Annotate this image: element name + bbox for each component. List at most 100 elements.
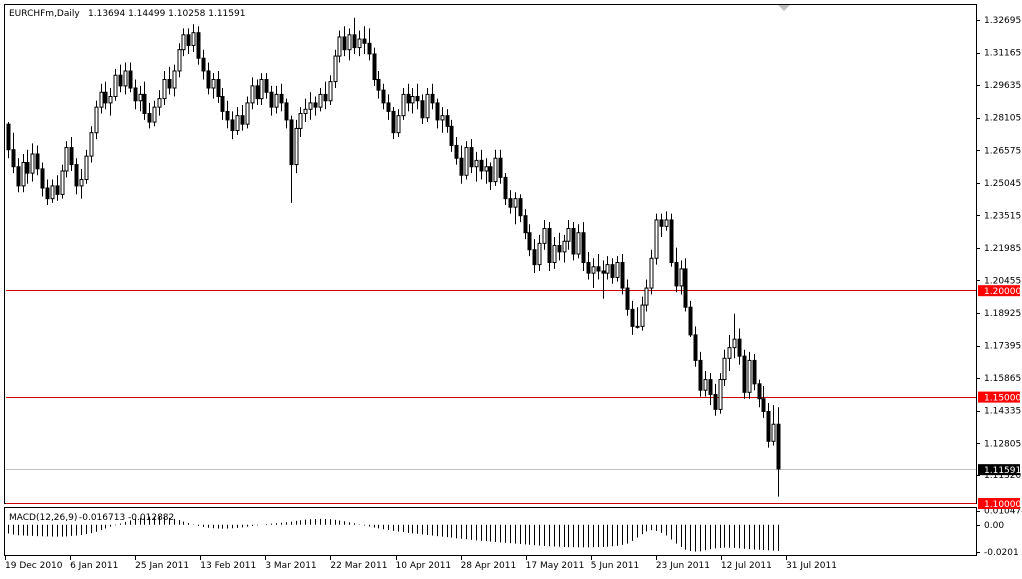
candle xyxy=(206,62,211,95)
candle-body-down xyxy=(547,227,552,264)
candle-body-down xyxy=(532,249,537,266)
candle-body-up xyxy=(308,102,313,110)
candle xyxy=(142,81,147,120)
candle-body-down xyxy=(698,359,703,391)
candle xyxy=(679,260,684,295)
time-tick-label: 28 Apr 2011 xyxy=(461,561,517,571)
macd-tick-label: -0.0201 xyxy=(984,548,1019,558)
candle-body-up xyxy=(84,155,89,181)
candle-body-down xyxy=(142,93,147,115)
candle-body-up xyxy=(259,78,264,100)
candle xyxy=(722,349,727,386)
candle-body-down xyxy=(737,338,742,357)
candle xyxy=(542,219,547,250)
candle xyxy=(94,100,99,140)
candle-body-up xyxy=(396,115,401,134)
candle-body-up xyxy=(79,179,84,187)
candle-body-down xyxy=(220,96,225,112)
candle-body-down xyxy=(596,266,601,272)
candle-body-down xyxy=(323,93,328,102)
chart-symbol: EURCHFm,Daily xyxy=(9,9,80,19)
candle-body-up xyxy=(64,147,69,172)
candle-body-up xyxy=(162,78,167,100)
candle xyxy=(503,173,508,206)
candle xyxy=(191,24,196,52)
candle xyxy=(508,190,513,214)
candle xyxy=(547,222,552,272)
candle xyxy=(108,88,113,116)
candle-body-up xyxy=(191,32,196,46)
candle-body-down xyxy=(11,149,16,168)
candle-body-down xyxy=(449,125,454,146)
time-tick-label: 23 Jun 2011 xyxy=(656,561,710,571)
price-tick-label: 1.32695 xyxy=(984,16,1021,26)
candle xyxy=(103,81,108,110)
candle-body-down xyxy=(415,96,420,102)
candle xyxy=(454,136,459,165)
candle xyxy=(133,79,138,110)
candle xyxy=(245,96,250,129)
macd-layer xyxy=(8,516,779,552)
candle xyxy=(259,73,264,106)
candle xyxy=(298,107,303,137)
price-tick-label: 1.26575 xyxy=(984,146,1021,156)
candle-body-up xyxy=(138,93,143,102)
candle xyxy=(513,192,518,225)
candle xyxy=(16,158,21,193)
candle xyxy=(445,109,450,133)
candle-body-up xyxy=(357,38,362,49)
candle-body-up xyxy=(318,93,323,108)
candle xyxy=(484,158,489,184)
candle xyxy=(464,141,469,180)
candle-body-up xyxy=(21,161,26,187)
candle xyxy=(181,28,186,57)
candle xyxy=(635,307,640,329)
time-tick-label: 3 Mar 2011 xyxy=(265,561,316,571)
candle xyxy=(601,260,606,299)
candle xyxy=(391,107,396,140)
candle-body-up xyxy=(537,242,542,266)
candle xyxy=(586,251,591,280)
candle xyxy=(571,222,576,261)
candle xyxy=(74,158,79,195)
candle xyxy=(55,175,60,201)
price-tick-label: 1.29635 xyxy=(984,81,1021,91)
candle-body-up xyxy=(562,240,567,253)
price-tag-label: 1.10000 xyxy=(984,500,1021,510)
candle xyxy=(347,28,352,61)
candle xyxy=(255,79,260,106)
time-tick-label: 6 Jan 2011 xyxy=(70,561,118,571)
candle xyxy=(201,49,206,80)
candle-body-down xyxy=(752,359,757,385)
candle-body-up xyxy=(113,74,118,98)
candle xyxy=(630,300,635,335)
price-tag: 1.11591 xyxy=(978,464,1021,476)
candle xyxy=(45,179,50,206)
candle-body-up xyxy=(542,227,547,244)
candle xyxy=(147,102,152,129)
candle xyxy=(372,47,377,86)
scroll-marker-icon[interactable] xyxy=(778,5,790,11)
candle-body-down xyxy=(216,78,221,98)
candle xyxy=(523,209,528,240)
candle xyxy=(318,88,323,112)
price-tick-label: 1.25045 xyxy=(984,179,1021,189)
candle-body-up xyxy=(108,96,113,104)
candle-body-down xyxy=(435,102,440,121)
candle xyxy=(11,132,16,174)
candle xyxy=(138,85,143,112)
candle-body-up xyxy=(250,85,255,104)
price-tick-label: 1.20455 xyxy=(984,276,1021,286)
candle xyxy=(742,349,747,399)
candle xyxy=(157,90,162,116)
candle xyxy=(493,149,498,186)
candle xyxy=(425,88,430,123)
candle-body-up xyxy=(401,93,406,117)
candle xyxy=(308,92,313,120)
macd-tick-label: 0.010474 xyxy=(984,507,1022,517)
candle-body-down xyxy=(128,70,133,89)
candle xyxy=(250,77,255,110)
candle-body-up xyxy=(157,98,162,108)
candle-body-up xyxy=(30,153,35,174)
